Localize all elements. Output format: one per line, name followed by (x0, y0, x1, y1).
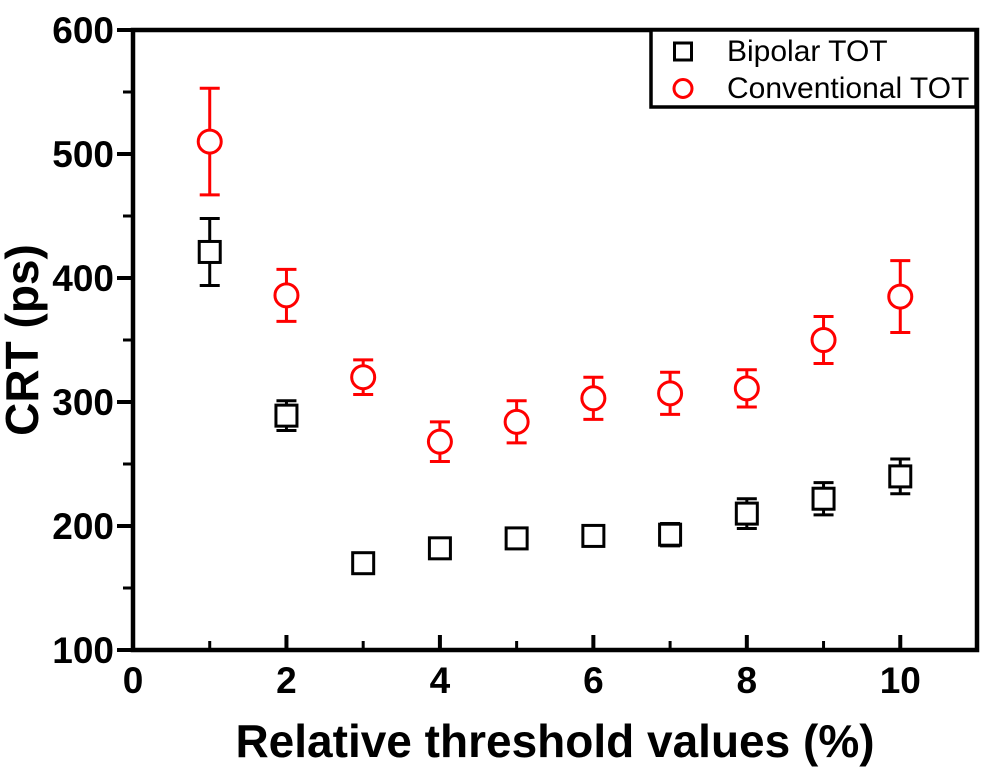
legend-marker-circle-icon (672, 78, 694, 99)
y-tick-label: 100 (52, 630, 114, 671)
y-tick-label: 600 (52, 10, 114, 51)
x-tick-label: 4 (430, 660, 451, 701)
series-circle (196, 86, 914, 464)
data-point-square (197, 239, 222, 264)
data-point-circle (350, 364, 377, 391)
plot-frame (130, 27, 980, 653)
y-axis-title: CRT (ps) (0, 244, 48, 436)
data-point-square (504, 526, 529, 551)
data-point-square (351, 551, 376, 576)
x-tick-label: 10 (880, 660, 921, 701)
data-point-circle (887, 283, 914, 310)
data-point-circle (503, 408, 530, 435)
data-point-circle (273, 282, 300, 309)
data-point-square (581, 523, 606, 548)
y-tick-label: 300 (52, 382, 114, 423)
legend: Bipolar TOT Conventional TOT (649, 28, 978, 109)
series-square (197, 216, 913, 576)
legend-label-bipolar-tot: Bipolar TOT (727, 35, 888, 68)
x-tick-label: 6 (583, 660, 604, 701)
x-tick-label: 2 (276, 660, 297, 701)
x-tick-label: 0 (123, 660, 144, 701)
x-axis-title: Relative threshold values (%) (235, 715, 874, 767)
data-point-circle (657, 380, 684, 407)
data-point-square (811, 486, 836, 511)
data-series (196, 86, 914, 576)
data-point-square (427, 536, 452, 561)
x-tick-label: 8 (737, 660, 758, 701)
axis-tick-labels: 100 200 300 400 500 600 0 2 4 6 8 10 (52, 10, 921, 701)
data-point-square (734, 501, 759, 526)
data-point-square (274, 403, 299, 428)
data-point-circle (426, 428, 453, 455)
y-tick-label: 200 (52, 506, 114, 547)
data-point-circle (196, 128, 223, 155)
plot-border (130, 27, 980, 653)
legend-marker-square-icon (673, 41, 693, 62)
data-point-circle (810, 327, 837, 353)
axis-ticks (117, 28, 903, 652)
y-tick-label: 400 (52, 258, 114, 299)
data-point-square (658, 522, 683, 547)
legend-box (649, 28, 978, 109)
data-point-circle (580, 385, 607, 412)
data-point-square (888, 464, 913, 489)
y-tick-label: 500 (52, 134, 114, 175)
legend-label-conventional-tot: Conventional TOT (727, 72, 969, 105)
data-point-circle (733, 375, 760, 402)
